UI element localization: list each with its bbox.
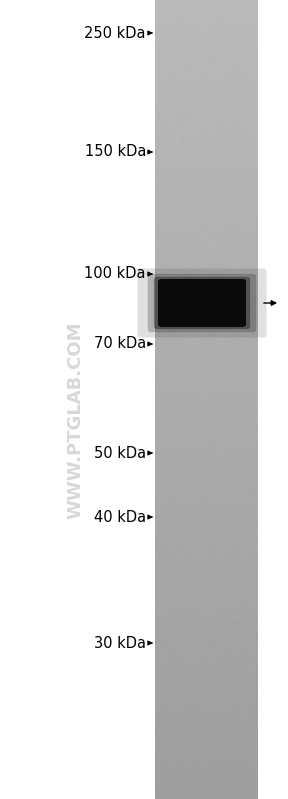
- Text: 70 kDa: 70 kDa: [94, 336, 146, 352]
- FancyBboxPatch shape: [137, 268, 266, 337]
- Text: 50 kDa: 50 kDa: [94, 446, 146, 460]
- FancyBboxPatch shape: [154, 277, 250, 329]
- Text: WWW.PTGLAB.COM: WWW.PTGLAB.COM: [66, 321, 84, 519]
- Text: 250 kDa: 250 kDa: [84, 26, 146, 41]
- Text: 30 kDa: 30 kDa: [94, 635, 146, 650]
- FancyBboxPatch shape: [158, 279, 246, 327]
- Text: 100 kDa: 100 kDa: [84, 267, 146, 281]
- FancyBboxPatch shape: [148, 274, 256, 332]
- Text: 150 kDa: 150 kDa: [85, 145, 146, 160]
- Text: 40 kDa: 40 kDa: [94, 510, 146, 524]
